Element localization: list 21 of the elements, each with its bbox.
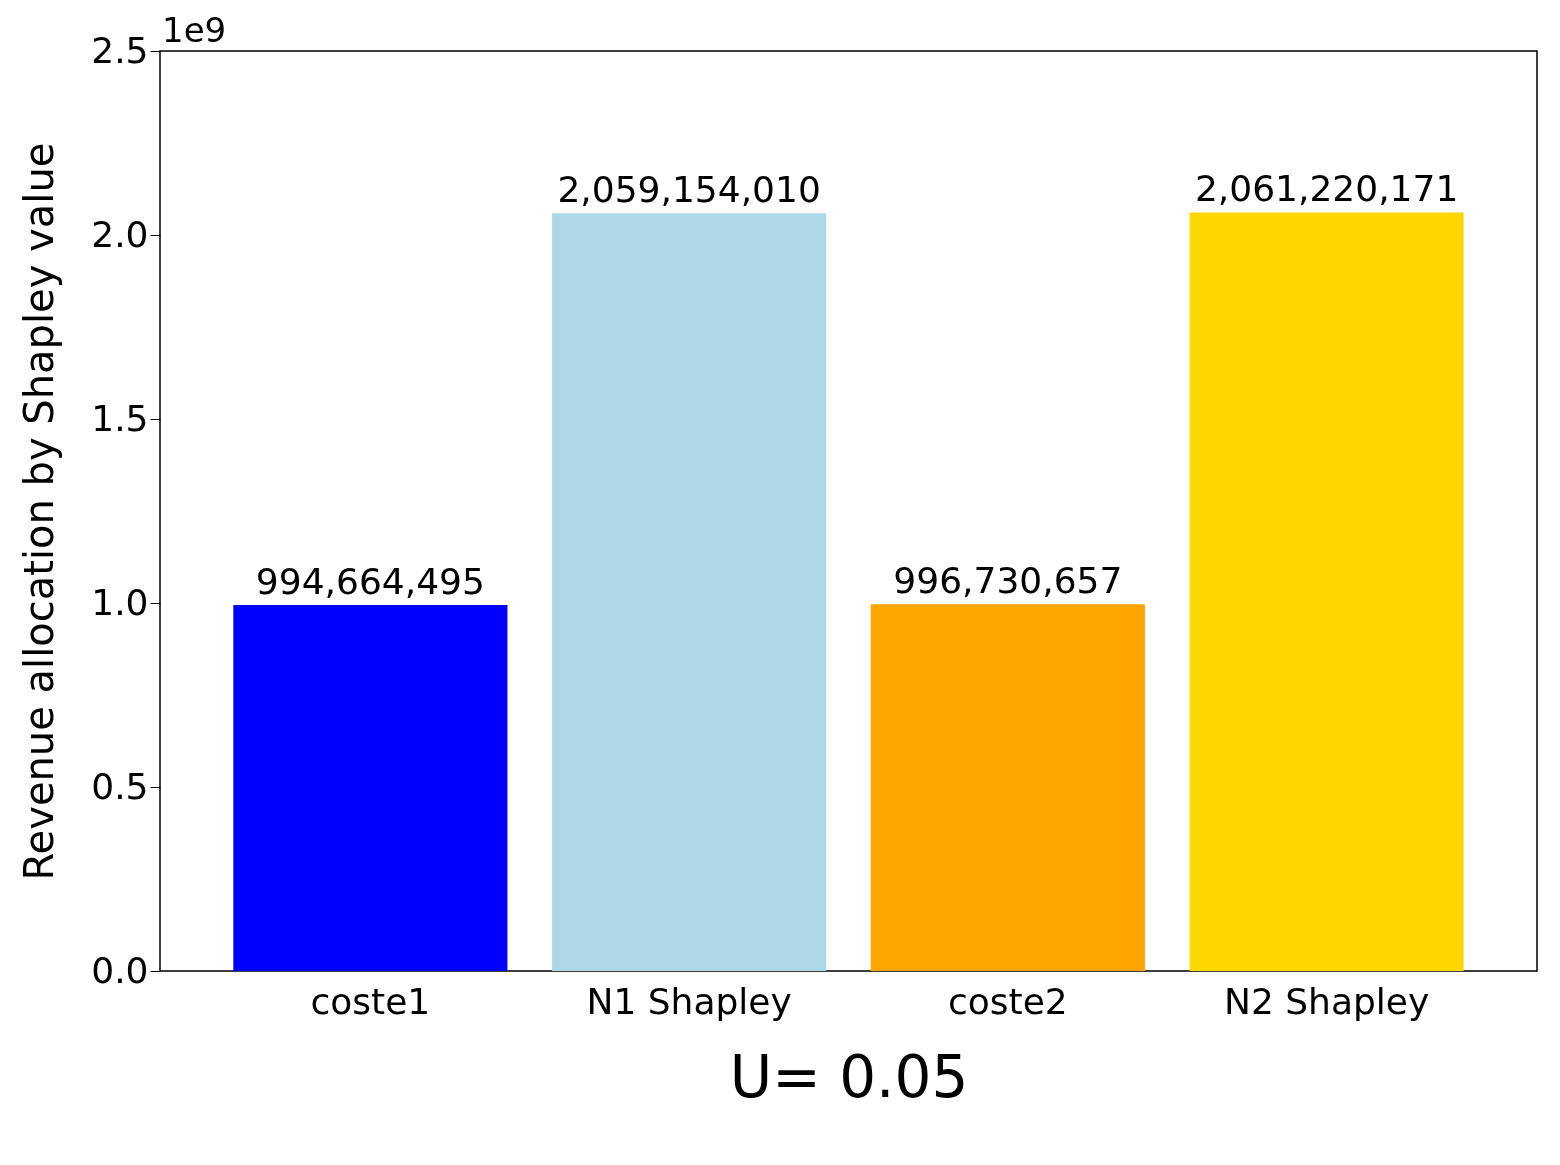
- x-tick-label: coste1: [310, 980, 431, 1022]
- y-tick-label: 2.5: [91, 29, 149, 71]
- bar: [552, 213, 827, 971]
- x-axis-title: U= 0.05: [729, 1042, 969, 1111]
- text: 1e9: [162, 10, 227, 50]
- y-tick-label: 0.0: [91, 949, 149, 991]
- bar: [1189, 212, 1464, 971]
- bar: [233, 604, 508, 971]
- annotation: 2,059,154,010: [557, 169, 821, 211]
- x-tick-label: N2 Shapley: [1223, 980, 1430, 1022]
- y-axis-title: Revenue allocation by Shapley value: [16, 142, 63, 881]
- x-tick-label: N1 Shapley: [586, 980, 792, 1022]
- annotation: 994,664,495: [255, 560, 485, 602]
- annotation: 2,061,220,171: [1194, 168, 1459, 210]
- y-tick-label: 0.5: [91, 765, 149, 807]
- bar: [870, 604, 1145, 971]
- y-tick-label: 1.0: [91, 581, 149, 623]
- x-tick-label: coste2: [948, 980, 1068, 1022]
- y-tick-label: 2.0: [91, 213, 149, 255]
- y-tick-label: 1.5: [91, 397, 149, 439]
- annotation: 996,730,657: [893, 560, 1123, 602]
